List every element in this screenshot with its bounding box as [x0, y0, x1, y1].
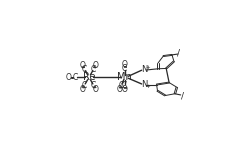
Text: C: C	[91, 65, 96, 74]
Text: C: C	[91, 81, 96, 90]
Text: C: C	[82, 65, 87, 74]
Text: /: /	[181, 91, 184, 100]
Text: O: O	[65, 73, 71, 82]
Text: O: O	[93, 61, 99, 70]
Text: N: N	[141, 80, 147, 89]
Text: /: /	[177, 49, 180, 58]
Text: O: O	[93, 85, 99, 94]
Text: C: C	[122, 81, 127, 90]
Text: N: N	[141, 65, 147, 74]
Text: Mn: Mn	[117, 72, 132, 82]
Text: O: O	[122, 60, 128, 69]
Text: O: O	[79, 61, 85, 70]
Text: C: C	[122, 64, 127, 73]
Text: O: O	[122, 86, 128, 95]
Text: Re: Re	[83, 72, 95, 82]
Text: O: O	[79, 85, 85, 94]
Text: C: C	[119, 81, 124, 90]
Text: +: +	[145, 65, 150, 70]
Text: C: C	[72, 73, 78, 82]
Text: C: C	[82, 81, 87, 90]
Text: +: +	[145, 84, 150, 89]
Text: O: O	[117, 85, 123, 94]
